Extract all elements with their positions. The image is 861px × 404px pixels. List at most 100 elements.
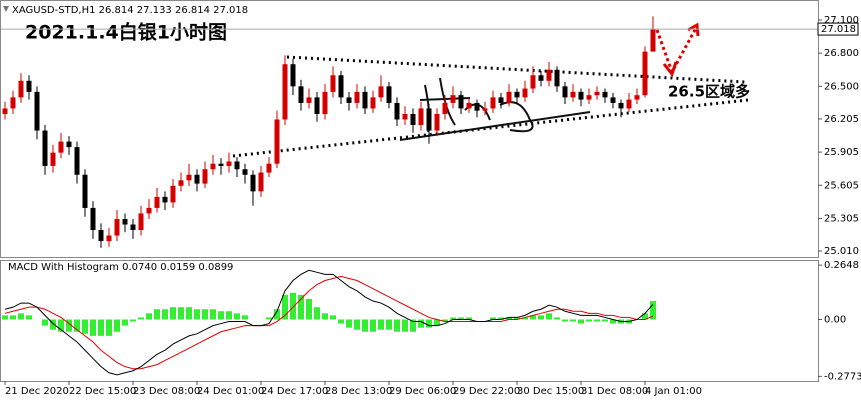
histogram-bar: [586, 319, 592, 322]
candle-body: [114, 218, 120, 236]
last-price-label: 27.018: [821, 24, 856, 35]
candle-body: [554, 69, 560, 87]
histogram-bar: [642, 313, 648, 320]
histogram-bar: [570, 319, 576, 322]
candle-body: [258, 172, 264, 192]
candle-body: [386, 86, 392, 103]
y-tick-label: 26.800: [824, 48, 859, 59]
candle-body: [274, 119, 280, 164]
candle-body: [90, 207, 96, 231]
x-tick-label: 23 Dec 08:00: [133, 386, 200, 397]
histogram-bar: [242, 315, 248, 320]
histogram-bar: [378, 319, 384, 330]
candle-body: [250, 174, 256, 192]
histogram-bar: [186, 307, 192, 320]
x-tick-label: 29 Dec 06:00: [389, 386, 456, 397]
x-tick-label: 21 Dec 2020: [5, 386, 69, 397]
histogram-bar: [114, 319, 120, 332]
histogram-bar: [546, 313, 552, 320]
main-panel: [0, 0, 819, 258]
candle-body: [178, 180, 184, 186]
candle-body: [578, 91, 584, 100]
candle-body: [642, 51, 648, 96]
candle-body: [618, 102, 624, 109]
candle-body: [266, 163, 272, 173]
candle-body: [234, 161, 240, 170]
candle-body: [650, 29, 656, 52]
histogram-bar: [498, 317, 504, 320]
histogram-bar: [98, 319, 104, 336]
histogram-bar: [650, 301, 656, 320]
candle-body: [338, 75, 344, 98]
y-tick-label: -0.2773: [824, 371, 861, 382]
candle-body: [426, 108, 432, 131]
candle-body: [282, 64, 288, 120]
histogram-bar: [154, 309, 160, 320]
histogram-bar: [530, 315, 536, 320]
histogram-bar: [410, 319, 416, 332]
candle-body: [570, 91, 576, 98]
x-tick-label: 29 Dec 22:00: [453, 386, 520, 397]
histogram-bar: [42, 319, 48, 326]
candle-body: [346, 97, 352, 103]
lower-trend-line: [232, 98, 749, 158]
candle-body: [506, 91, 512, 103]
candle-body: [354, 91, 360, 103]
histogram-bar: [170, 307, 176, 320]
candle-body: [626, 99, 632, 109]
histogram-bar: [386, 319, 392, 330]
histogram-bar: [106, 319, 112, 336]
candle-body: [154, 196, 160, 208]
histogram-bar: [226, 311, 232, 320]
histogram-bar: [426, 319, 432, 328]
candle-body: [362, 91, 368, 109]
candle-body: [466, 102, 472, 109]
candle-body: [122, 218, 128, 225]
histogram-bar: [74, 319, 80, 332]
histogram-bar: [330, 315, 336, 320]
macd-panel: [0, 260, 819, 382]
candle-body: [186, 174, 192, 181]
histogram-bar: [194, 309, 200, 320]
histogram-bar: [506, 317, 512, 320]
candle-body: [130, 224, 136, 231]
histogram-bar: [162, 309, 168, 320]
histogram-bar: [346, 319, 352, 328]
histogram-bar: [82, 319, 88, 334]
histogram-bar: [58, 319, 64, 332]
candle-body: [18, 80, 24, 98]
candle-body: [2, 108, 8, 114]
x-tick-label: 31 Dec 08:00: [581, 386, 648, 397]
candle-body: [594, 91, 600, 96]
histogram-bar: [490, 317, 496, 320]
y-tick-label: 26.205: [824, 114, 859, 125]
candle-body: [450, 95, 456, 103]
histogram-bar: [418, 319, 424, 328]
y-tick-label: 25.905: [824, 147, 859, 158]
candle-body: [82, 174, 88, 208]
histogram-bar: [602, 319, 608, 322]
histogram-bar: [146, 313, 152, 320]
candle-body: [194, 174, 200, 184]
candle-body: [490, 97, 496, 109]
x-tick-label: 28 Dec 13:00: [325, 386, 392, 397]
candle-body: [42, 130, 48, 166]
macd-title: MACD With Histogram 0.0740 0.0159 0.0899: [8, 262, 233, 273]
candle-body: [50, 152, 56, 166]
x-tick-label: 22 Dec 15:00: [69, 386, 136, 397]
candle-body: [322, 91, 328, 114]
y-tick-label: 25.605: [824, 180, 859, 191]
histogram-bar: [26, 315, 32, 320]
histogram-bar: [466, 317, 472, 320]
y-tick-label: 27.100: [824, 15, 859, 26]
candle-body: [170, 185, 176, 203]
histogram-bar: [202, 309, 208, 320]
histogram-bar: [130, 319, 136, 322]
x-tick-label: 30 Dec 15:00: [517, 386, 584, 397]
candle-body: [218, 163, 224, 166]
candle-body: [418, 108, 424, 126]
y-tick-label: 25.010: [824, 246, 859, 257]
candle-body: [442, 102, 448, 114]
candle-body: [226, 161, 232, 166]
